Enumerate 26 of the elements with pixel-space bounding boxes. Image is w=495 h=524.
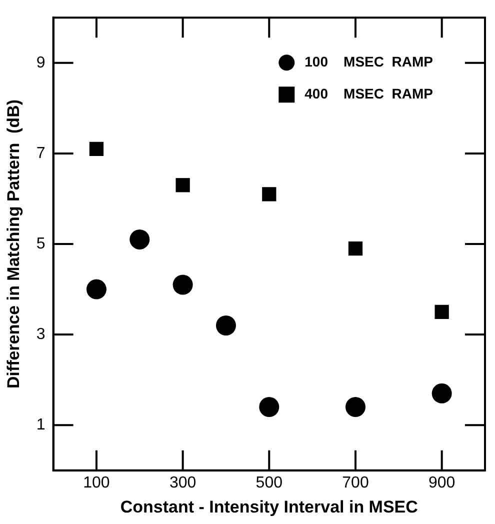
- y-tick-label: 9: [36, 54, 46, 72]
- point: [432, 383, 452, 404]
- legend-label: 100 MSEC RAMP: [304, 53, 434, 70]
- point: [348, 241, 363, 256]
- x-tick-label: 700: [342, 474, 369, 492]
- legend-label: 400 MSEC RAMP: [304, 85, 434, 102]
- point: [216, 316, 236, 336]
- x-tick-label: 100: [83, 474, 110, 492]
- x-tick-label: 300: [169, 474, 196, 492]
- y-tick-label: 7: [36, 144, 46, 162]
- x-tick-label: 500: [256, 474, 283, 492]
- point: [434, 304, 449, 319]
- y-axis-title: Difference in Matching Pattern (dB): [4, 99, 23, 389]
- point: [176, 178, 190, 192]
- point: [259, 397, 280, 418]
- y-tick-label: 1: [36, 416, 46, 434]
- x-axis-title: Constant - Intensity Interval in MSEC: [120, 497, 418, 516]
- point: [86, 279, 106, 300]
- point: [130, 229, 150, 250]
- y-tick-label: 5: [36, 235, 46, 252]
- point: [345, 397, 366, 418]
- point: [89, 142, 104, 156]
- point: [172, 274, 193, 295]
- x-tick-label: 900: [428, 474, 456, 492]
- y-tick-label: 3: [36, 326, 46, 343]
- point: [262, 187, 276, 202]
